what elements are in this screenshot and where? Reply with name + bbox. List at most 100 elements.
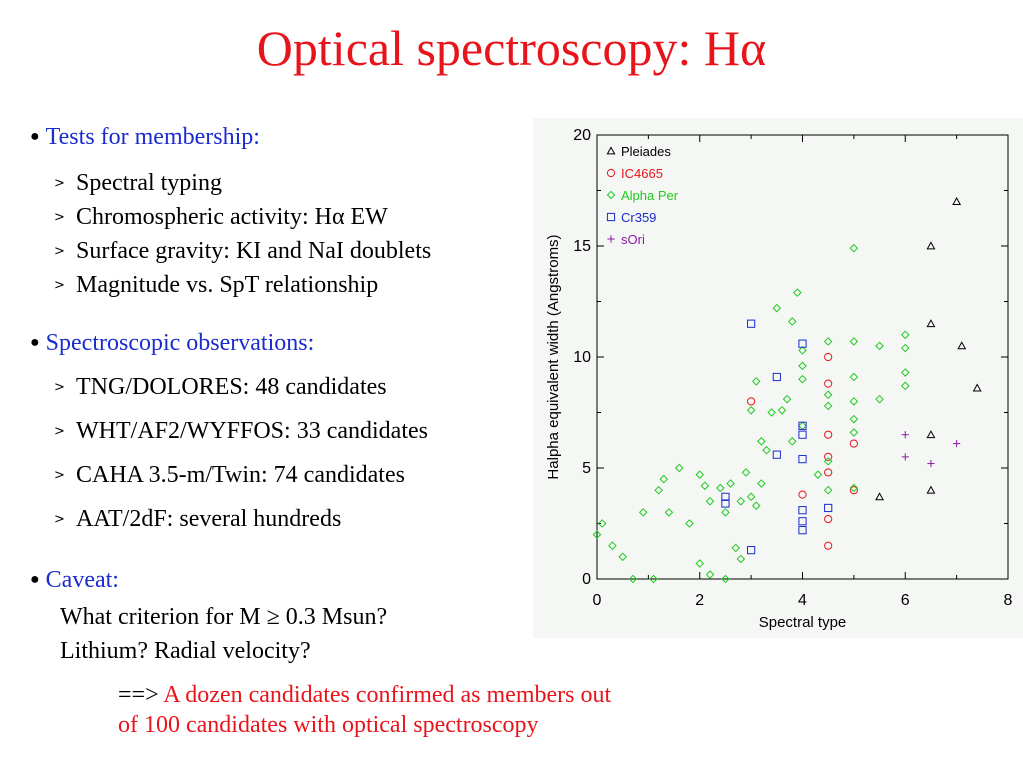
point-alpha-per [715, 483, 725, 493]
point-ic4665 [824, 379, 833, 388]
point-alpha-per [705, 570, 715, 579]
point-pleiades [957, 341, 967, 350]
point-alpha-per [798, 374, 807, 384]
conclusion: ==> A dozen candidates confirmed as memb… [118, 680, 611, 740]
point-alpha-per [787, 317, 797, 326]
legend-marker-cr359 [606, 212, 616, 222]
point-alpha-per [757, 479, 766, 488]
point-alpha-per [900, 343, 910, 353]
arrow-icon: > [54, 210, 65, 225]
point-alpha-per [849, 372, 859, 382]
point-cr359 [772, 450, 781, 459]
point-alpha-per [664, 508, 674, 517]
y-tick-label: 15 [573, 238, 591, 255]
point-ic4665 [747, 397, 756, 406]
legend-label-cr359: Cr359 [621, 210, 656, 225]
point-ic4665 [849, 439, 858, 448]
y-axis-label: Halpha equivalent width (Angstroms) [545, 234, 562, 479]
legend-label-pleiades: Pleiades [621, 144, 671, 159]
point-pleiades [972, 383, 982, 392]
point-alpha-per [654, 485, 663, 495]
point-alpha-per [695, 559, 705, 568]
arrow-icon: > [54, 176, 65, 191]
point-cr359 [721, 499, 730, 508]
list-item: > AAT/2dF: several hundreds [54, 504, 341, 538]
point-alpha-per [746, 405, 756, 415]
x-tick-label: 0 [593, 592, 602, 609]
point-alpha-per [782, 394, 792, 404]
x-tick-label: 8 [1004, 592, 1013, 609]
point-pleiades [926, 241, 936, 250]
point-alpha-per [823, 390, 833, 400]
conclusion-line-1: A dozen candidates confirmed as members … [158, 682, 612, 708]
point-alpha-per [659, 474, 669, 484]
point-alpha-per [705, 496, 715, 506]
point-alpha-per [638, 508, 648, 517]
y-tick-label: 5 [582, 460, 591, 477]
point-ic4665 [824, 452, 833, 461]
point-alpha-per [793, 288, 802, 297]
point-pleiades [926, 430, 936, 439]
point-alpha-per [823, 457, 833, 466]
point-alpha-per [608, 541, 617, 551]
list-item: > Magnitude vs. SpT relationship [54, 270, 378, 304]
point-alpha-per [849, 428, 859, 437]
arrow-icon: > [54, 244, 65, 259]
point-alpha-per [798, 346, 807, 355]
point-alpha-per [736, 496, 746, 506]
point-alpha-per [721, 574, 730, 584]
point-alpha-per [849, 483, 859, 493]
point-alpha-per [777, 405, 787, 415]
point-alpha-per [900, 368, 910, 377]
point-alpha-per [823, 337, 833, 346]
legend-marker-alpha-per [606, 190, 616, 200]
point-pleiades [926, 319, 936, 328]
point-alpha-per [787, 437, 797, 446]
list-item: > TNG/DOLORES: 48 candidates [54, 372, 387, 406]
point-alpha-per [767, 408, 776, 417]
plot-canvas: 0 2 4 6 8 0 5 10 15 20 Spectral type Halpha equival… [545, 127, 1013, 631]
y-tick-label: 20 [573, 127, 591, 144]
slide-title: Optical spectroscopy: Hα [256, 20, 767, 76]
point-cr359 [721, 492, 730, 501]
point-alpha-per [751, 501, 761, 511]
point-cr359 [798, 421, 807, 430]
point-alpha-per [849, 397, 859, 406]
arrow-icon: > [54, 512, 65, 527]
point-cr359 [772, 372, 781, 382]
point-alpha-per [762, 445, 771, 455]
point-alpha-per [900, 330, 910, 340]
point-alpha-per [823, 485, 833, 495]
point-cr359 [798, 517, 807, 526]
arrow-icon: > [54, 278, 65, 293]
point-alpha-per [849, 337, 859, 346]
point-alpha-per [757, 437, 766, 446]
point-alpha-per [849, 414, 859, 424]
legend-label-ic4665: IC4665 [621, 166, 663, 181]
point-alpha-per [695, 470, 705, 479]
section-heading-observations: ● Spectroscopic observations: [30, 330, 315, 356]
point-ic4665 [798, 490, 807, 499]
point-alpha-per [592, 530, 602, 539]
legend-marker-ic4665 [606, 168, 616, 178]
point-alpha-per [746, 492, 756, 502]
point-cr359 [798, 506, 807, 515]
point-alpha-per [721, 508, 730, 517]
list-item: > Chromospheric activity: Hα EW [54, 202, 388, 236]
point-alpha-per [628, 574, 638, 584]
section-heading-membership: ● Tests for membership: [30, 124, 260, 150]
point-ic4665 [824, 430, 833, 439]
list-item: > CAHA 3.5-m/Twin: 74 candidates [54, 460, 405, 494]
x-tick-label: 4 [798, 592, 807, 609]
point-pleiades [926, 485, 936, 494]
halpha-scatter-plot: 0 2 4 6 8 0 5 10 15 20 Spectral type Halpha equival… [533, 118, 1023, 638]
legend-label-alpha-per: Alpha Per [621, 188, 679, 203]
point-alpha-per [700, 481, 710, 491]
y-tick-label: 0 [582, 571, 591, 588]
point-cr359 [798, 455, 807, 464]
arrow-icon: > [54, 380, 65, 395]
point-alpha-per [726, 479, 735, 488]
point-alpha-per [772, 303, 782, 313]
x-tick-label: 2 [695, 592, 704, 609]
point-cr359 [824, 503, 833, 513]
